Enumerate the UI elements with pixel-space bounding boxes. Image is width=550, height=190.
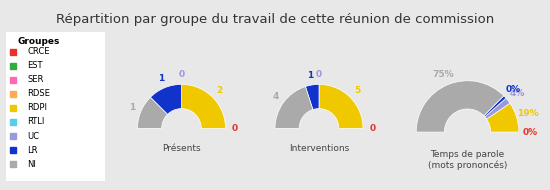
Text: 0%: 0% xyxy=(522,127,538,137)
Wedge shape xyxy=(319,84,363,128)
Text: RTLI: RTLI xyxy=(28,117,45,127)
Wedge shape xyxy=(138,97,168,128)
Text: Interventions: Interventions xyxy=(289,144,349,153)
Text: 0: 0 xyxy=(370,124,376,133)
Wedge shape xyxy=(484,96,506,117)
Text: Temps de parole
(mots prononcés): Temps de parole (mots prononcés) xyxy=(428,150,507,170)
Text: Groupes: Groupes xyxy=(18,37,60,46)
Text: 4: 4 xyxy=(272,92,279,101)
Text: EST: EST xyxy=(28,61,43,70)
Text: Présents: Présents xyxy=(162,144,201,153)
Text: RDSE: RDSE xyxy=(28,89,50,98)
Text: 0: 0 xyxy=(178,70,185,79)
Wedge shape xyxy=(416,81,504,132)
Wedge shape xyxy=(305,84,319,110)
Text: UC: UC xyxy=(28,131,39,141)
Text: 4%: 4% xyxy=(509,89,525,98)
Text: LR: LR xyxy=(28,146,38,155)
Wedge shape xyxy=(275,87,313,128)
Text: 0: 0 xyxy=(232,124,238,133)
Text: 2: 2 xyxy=(216,86,223,95)
Text: 1: 1 xyxy=(307,71,314,80)
Text: 5: 5 xyxy=(354,86,360,95)
Text: 0: 0 xyxy=(316,70,322,79)
Text: CRCE: CRCE xyxy=(28,47,50,56)
Text: Répartition par groupe du travail de cette réunion de commission: Répartition par groupe du travail de cet… xyxy=(56,13,494,26)
Text: SER: SER xyxy=(28,75,43,84)
Text: 1: 1 xyxy=(129,103,135,112)
Text: 19%: 19% xyxy=(516,109,538,118)
Wedge shape xyxy=(182,84,225,128)
FancyBboxPatch shape xyxy=(1,25,109,188)
Text: NI: NI xyxy=(28,160,36,169)
Wedge shape xyxy=(150,84,182,114)
Text: 75%: 75% xyxy=(433,70,454,79)
Text: 0%: 0% xyxy=(505,85,521,94)
Wedge shape xyxy=(485,98,510,119)
Text: 1: 1 xyxy=(158,74,164,83)
Text: RDPI: RDPI xyxy=(28,103,47,112)
Wedge shape xyxy=(487,103,519,132)
